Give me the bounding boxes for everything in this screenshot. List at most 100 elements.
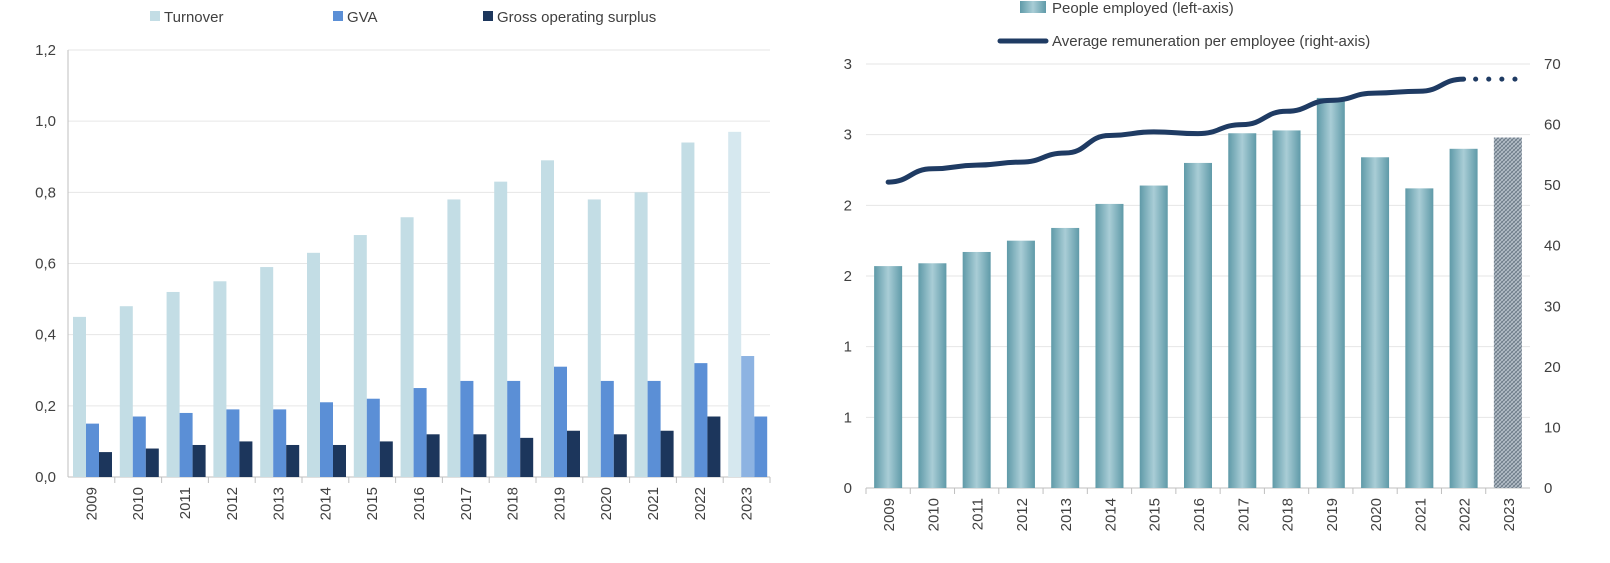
bar-turnover-2016 (400, 217, 414, 477)
bar-gross-operating-surplus-2021 (660, 430, 674, 477)
bar-employed-2011 (962, 251, 991, 488)
x-tick-label: 2013 (271, 487, 288, 520)
x-tick-label: 2022 (1457, 498, 1474, 531)
x-tick-label: 2011 (970, 498, 987, 530)
bar-turnover-2011 (166, 291, 180, 477)
y-tick-label: 0,4 (35, 327, 56, 344)
right-y-tick-label: 0 (1544, 480, 1552, 497)
x-tick-label: 2018 (1280, 498, 1297, 531)
bar-gross-operating-surplus-2020 (613, 434, 627, 477)
bar-gross-operating-surplus-2019 (567, 430, 580, 477)
x-tick-label: 2020 (598, 487, 615, 520)
left-y-tick-label: 2 (844, 197, 852, 214)
bar-employed-2009 (874, 266, 903, 488)
x-tick-label: 2013 (1058, 498, 1075, 531)
left-y-tick-label: 3 (844, 127, 852, 144)
bar-gva-2022 (694, 363, 708, 477)
left-y-tick-label: 1 (844, 409, 852, 426)
right-y-tick-label: 20 (1544, 359, 1561, 376)
x-tick-label: 2017 (458, 487, 475, 520)
bar-gva-2018 (507, 380, 521, 477)
x-tick-label: 2010 (925, 498, 942, 531)
legend-swatch-employed (1020, 1, 1046, 13)
bar-employed-2014 (1095, 203, 1124, 489)
x-tick-label: 2018 (505, 487, 522, 520)
x-tick-label: 2020 (1368, 498, 1385, 531)
legend-swatch-turnover (150, 11, 160, 21)
bar-employed-2023 (1493, 137, 1522, 488)
legend-swatch-gva (333, 11, 343, 21)
bar-employed-2017 (1228, 133, 1257, 488)
y-tick-label: 0,6 (35, 256, 56, 273)
right-y-tick-label: 30 (1544, 298, 1561, 315)
right-y-tick-label: 60 (1544, 117, 1561, 134)
bar-gross-operating-surplus-2017 (473, 434, 487, 477)
left-y-tick-label: 0 (844, 480, 852, 497)
bar-gross-operating-surplus-2012 (239, 441, 253, 477)
right-y-tick-label: 40 (1544, 238, 1561, 255)
bar-turnover-2015 (353, 235, 367, 477)
x-tick-label: 2009 (881, 498, 898, 531)
bar-gva-2014 (320, 402, 333, 477)
x-tick-label: 2023 (739, 487, 756, 520)
bar-turnover-2013 (260, 267, 274, 477)
bar-turnover-2009 (73, 316, 86, 477)
left-y-tick-label: 3 (844, 56, 852, 73)
x-tick-label: 2019 (551, 487, 568, 520)
y-tick-label: 1,2 (35, 42, 56, 59)
y-tick-label: 0,8 (35, 184, 56, 201)
bar-gva-2019 (554, 366, 567, 477)
line-remuneration (885, 76, 1467, 185)
bar-employed-2021 (1405, 188, 1434, 488)
bar-turnover-2012 (213, 281, 227, 477)
x-tick-label: 2022 (692, 487, 709, 520)
bar-gross-operating-surplus-2015 (379, 441, 393, 477)
bar-gva-2012 (226, 409, 240, 477)
legend-1: Turnover GVA Gross operating surplus (150, 9, 656, 26)
legend-2: People employed (left-axis) Average remu… (997, 0, 1370, 50)
y-tick-label: 0,0 (35, 469, 56, 486)
bar-employed-2022 (1449, 148, 1478, 489)
bar-turnover-2014 (307, 252, 320, 477)
bar-gross-operating-surplus-2022 (707, 416, 721, 477)
bar-employed-2013 (1051, 227, 1080, 489)
right-y-tick-label: 10 (1544, 419, 1561, 436)
x-tick-label: 2016 (411, 487, 428, 520)
x-tick-label: 2019 (1324, 498, 1341, 531)
x-tick-label: 2014 (317, 487, 334, 520)
bar-gross-operating-surplus-2018 (520, 437, 534, 477)
bar-gva-2010 (132, 416, 146, 477)
bar-turnover-2018 (494, 181, 508, 478)
bar-gross-operating-surplus-2009 (99, 452, 112, 477)
y-tick-label: 1,0 (35, 113, 56, 130)
bar-employed-2020 (1361, 157, 1390, 488)
x-tick-label: 2014 (1102, 498, 1119, 531)
bar-gva-2023 (754, 416, 768, 477)
bar-gva-2011 (179, 412, 193, 477)
legend-label-turnover: Turnover (164, 9, 223, 26)
y-tick-label: 0,2 (35, 398, 56, 415)
bar-gva-2020 (600, 380, 614, 477)
chart-turnover-gva-gos: Turnover GVA Gross operating surplus 0,0… (35, 9, 771, 520)
left-y-tick-label: 2 (844, 268, 852, 285)
bar-gva-2013 (273, 409, 287, 477)
bar-gross-operating-surplus-2014 (333, 444, 346, 477)
bar-estimate-2023 (741, 356, 755, 477)
bar-gva-2009 (86, 423, 99, 477)
x-tick-label: 2012 (224, 487, 241, 520)
bar-turnover-2021 (634, 192, 648, 478)
bar-gva-2017 (460, 380, 474, 477)
bar-turnover-2020 (587, 199, 601, 477)
x-tick-label: 2012 (1014, 498, 1031, 531)
legend-swatch-gos (483, 11, 493, 21)
bar-gross-operating-surplus-2013 (286, 444, 300, 477)
bar-gva-2015 (366, 398, 380, 477)
bar-gross-operating-surplus-2010 (145, 448, 159, 477)
bar-employed-2018 (1272, 130, 1301, 488)
x-tick-label: 2021 (1412, 498, 1429, 531)
x-tick-label: 2009 (83, 487, 100, 520)
bar-turnover-2022 (681, 142, 695, 477)
bar-employed-2012 (1006, 240, 1035, 488)
bar-employed-2019 (1316, 97, 1345, 489)
bar-gross-operating-surplus-2011 (192, 444, 206, 477)
